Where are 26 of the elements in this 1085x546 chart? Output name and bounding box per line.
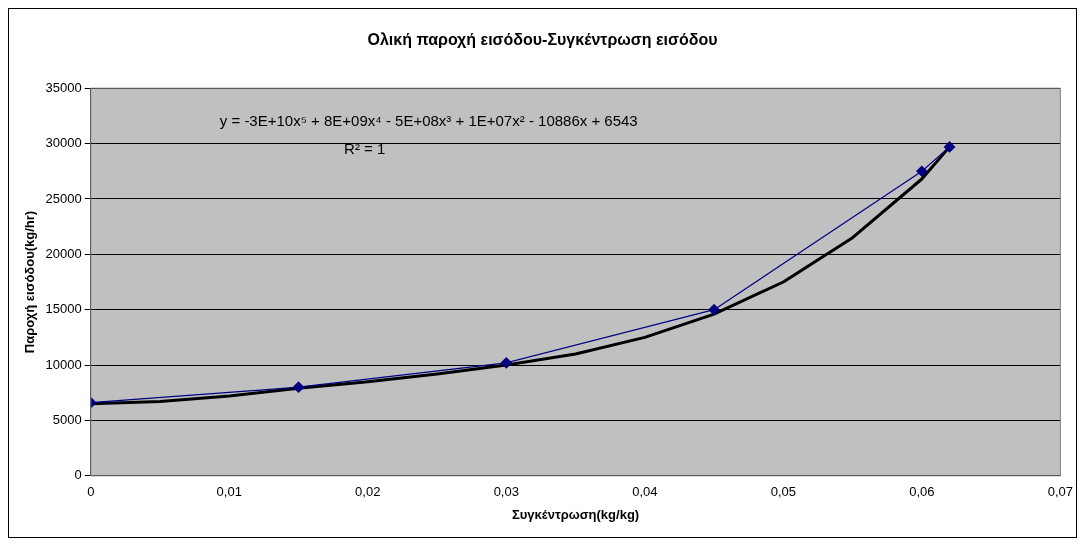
y-tick-label: 5000 <box>52 412 82 428</box>
y-axis-title: Παροχή εισόδου(kg/hr) <box>22 210 38 354</box>
x-tick-label: 0,02 <box>355 484 381 500</box>
y-tick-label: 10000 <box>45 356 82 372</box>
point <box>500 357 512 369</box>
y-tick-label: 35000 <box>45 79 82 95</box>
point <box>708 304 720 316</box>
annotation: y = -3E+10x⁵ + 8E+09x⁴ - 5E+08x³ + 1E+07x² - 10886x + 6543 <box>219 112 638 130</box>
y-tick-label: 15000 <box>45 301 82 317</box>
y-tick-label: 30000 <box>45 135 82 151</box>
y-tick-label: 25000 <box>45 190 82 206</box>
point <box>943 141 956 153</box>
x-tick-label: 0,06 <box>909 484 935 500</box>
point <box>916 165 928 177</box>
point <box>292 381 305 393</box>
x-tick-label: 0,01 <box>216 484 242 500</box>
annotation: R² = 1 <box>344 140 386 158</box>
y-tick-label: 0 <box>74 467 82 483</box>
y-tick-label: 20000 <box>45 245 82 261</box>
x-tick-label: 0 <box>87 484 95 500</box>
x-tick-label: 0,05 <box>770 484 796 500</box>
x-tick-label: 0,07 <box>1047 484 1074 500</box>
x-axis-title: Συγκέντρωση(kg/kg) <box>511 506 640 522</box>
chart-title: Ολική παροχή εισόδου-Συγκέντρωση εισόδου <box>367 31 718 49</box>
x-tick-label: 0,04 <box>632 484 658 500</box>
x-tick-label: 0,03 <box>493 484 519 500</box>
